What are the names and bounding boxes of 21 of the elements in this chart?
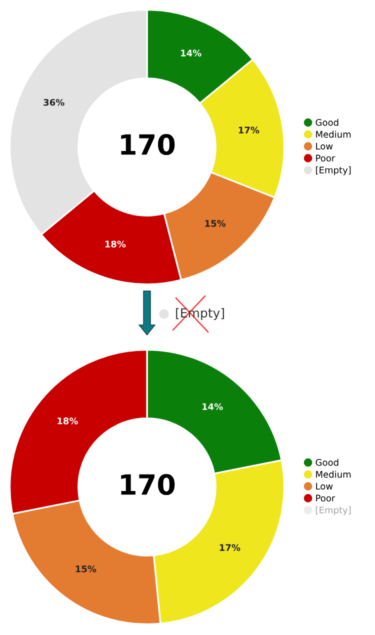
data-label: 18%	[105, 240, 126, 248]
text: 170	[121, 474, 175, 496]
text: 170	[121, 134, 175, 156]
legend-label: Poor	[316, 494, 336, 502]
legend-label: Low	[316, 142, 333, 150]
legend-label: [Empty]	[316, 506, 351, 516]
data-label: 14%	[181, 50, 202, 56]
legend-label: Low	[316, 482, 333, 490]
legend-label: Medium	[316, 470, 351, 478]
legend-label: [Empty]	[316, 166, 351, 176]
data-label: 17%	[238, 126, 260, 134]
data-label: 17%	[220, 544, 240, 551]
legend-label: Poor	[316, 154, 336, 162]
data-label: 15%	[205, 220, 226, 227]
legend-label: Good	[316, 118, 338, 126]
data-label: 14%	[202, 403, 223, 410]
data-label: 15%	[76, 565, 96, 572]
legend-label: Good	[316, 458, 338, 466]
data-label: 36%	[44, 98, 64, 106]
legend-label: Medium	[316, 130, 351, 138]
data-label: 18%	[58, 417, 78, 424]
